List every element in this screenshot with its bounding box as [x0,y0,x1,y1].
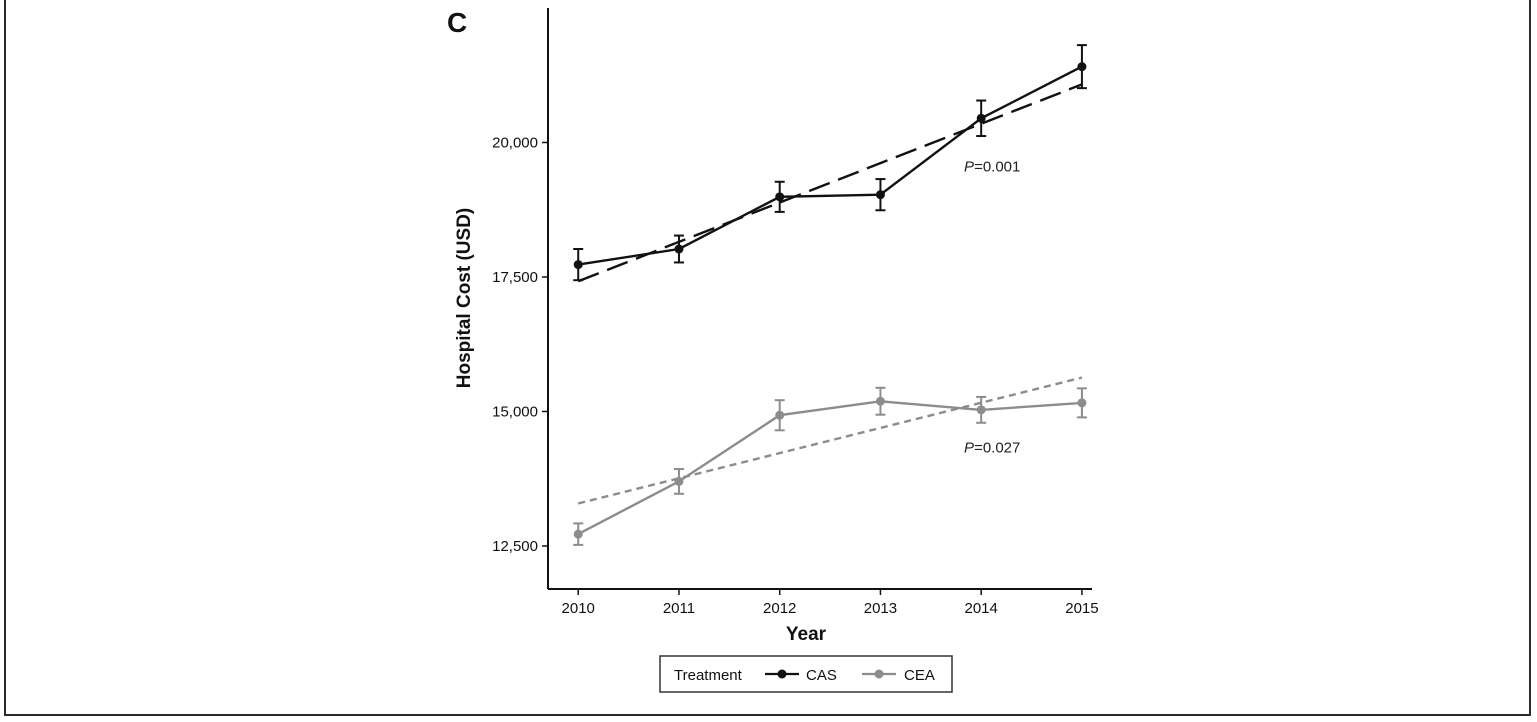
cas-point [875,190,885,200]
cea-point [875,396,885,406]
x-tick-label: 2010 [562,600,595,617]
cea-point [573,529,583,539]
legend-cas-label: CAS [806,667,837,684]
legend-cea-label: CEA [904,667,935,684]
legend-box [659,655,953,693]
cas-point [674,244,684,254]
legend: Treatment CAS CEA [659,655,953,693]
x-tick-label: 2013 [864,600,897,617]
cea-series-line [577,400,1082,536]
x-tick-label: 2014 [964,600,997,617]
p-symbol: P [964,159,974,176]
y-axis-title: Hospital Cost (USD) [454,208,475,389]
figure-frame [4,0,1531,716]
cas-trend-line [577,83,1083,283]
cas-point [1077,62,1087,72]
y-tick-label: 17,500 [492,269,538,286]
legend-cea-marker [874,669,884,679]
cea-point [1077,398,1087,408]
p-value-annotation: P=0.027 [964,439,1020,456]
cea-trend-line [577,376,1083,505]
cea-point [775,410,785,420]
panel-label: C [447,7,467,38]
x-tick-label: 2011 [663,600,695,617]
y-tick-label: 15,000 [492,403,538,420]
cea-point [976,405,986,415]
legend-title: Treatment [674,667,743,684]
y-tick-label: 12,500 [492,538,538,555]
p-symbol: P [964,439,974,456]
cas-point [775,192,785,202]
p-value-annotation: P=0.001 [964,159,1020,176]
p-value: =0.001 [974,159,1020,176]
p-value: =0.027 [974,439,1020,456]
cas-series-line [578,65,1083,266]
legend-cas-marker [777,669,787,679]
plot-area: 12,500 15,000 17,500 20,000 2010 2011 2012 2013… [492,8,1099,617]
x-tick-label: 2015 [1065,600,1098,617]
cas-point [976,113,986,123]
x-tick-label: 2012 [763,600,796,617]
cea-point [674,476,684,486]
x-axis-title: Year [786,624,827,645]
cas-point [573,260,583,270]
y-tick-label: 20,000 [492,134,538,151]
